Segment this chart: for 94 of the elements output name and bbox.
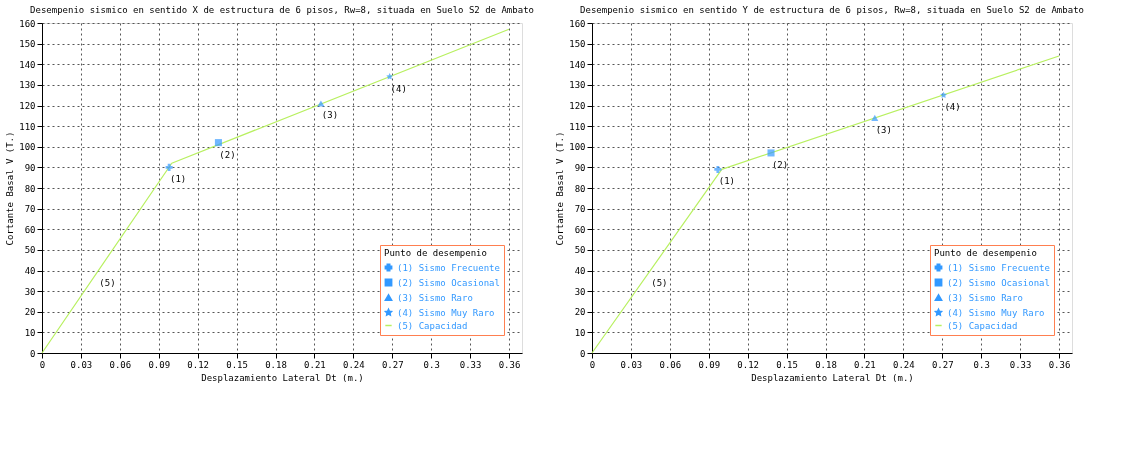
point <box>386 73 394 80</box>
x-tick-label: 0.3 <box>973 359 990 370</box>
y-tick-label: 40 <box>24 266 36 276</box>
x-tick-label: 0.27 <box>931 359 954 370</box>
x-tick-label: 0.18 <box>815 359 837 370</box>
y-tick-label: 10 <box>574 327 586 338</box>
x-tick-label: 0.09 <box>698 359 721 370</box>
x-axis-title: Desplazamiento Lateral Dt (m.) <box>751 372 914 383</box>
x-tick-label: 0.24 <box>343 359 365 370</box>
x-tick-label: 0.36 <box>1048 359 1071 370</box>
x-tick-label: 0.12 <box>187 359 210 370</box>
annotation: (2) <box>771 159 789 170</box>
y-tick-label: 150 <box>569 39 586 50</box>
legend-title: Punto de desempenio <box>384 248 487 258</box>
x-tick-label: 0.03 <box>70 359 93 370</box>
y-tick-label: 0 <box>30 348 36 359</box>
y-tick-label: 20 <box>574 307 586 318</box>
legend-label: (2) Sismo Ocasional <box>947 277 1050 288</box>
y-tick-label: 60 <box>24 224 36 235</box>
x-tick-label: 0.15 <box>776 359 798 370</box>
x-tick-label: 0.18 <box>265 359 287 370</box>
x-tick-label: 0.06 <box>659 359 682 370</box>
legend-label: (1) Sismo Frecuente <box>947 262 1050 273</box>
y-tick-label: 160 <box>19 18 36 29</box>
y-tick-label: 120 <box>569 101 586 111</box>
annotation: (4) <box>390 83 407 94</box>
x-tick-label: 0.03 <box>620 359 643 370</box>
y-tick-label: 30 <box>24 286 36 297</box>
x-axis-title: Desplazamiento Lateral Dt (m.) <box>201 372 364 383</box>
y-tick-label: 80 <box>574 183 586 194</box>
legend-label: (2) Sismo Ocasional <box>397 277 500 288</box>
legend-label: (1) Sismo Frecuente <box>397 262 500 273</box>
x-tick-label: 0.21 <box>304 359 326 370</box>
y-tick-label: 20 <box>24 307 36 318</box>
y-tick-label: 110 <box>569 121 586 132</box>
y-tick-label: 10 <box>24 327 36 338</box>
x-tick-label: 0.33 <box>1009 359 1032 370</box>
y-tick-label: 100 <box>569 142 586 153</box>
x-tick-label: 0.27 <box>381 359 404 370</box>
annotation: (2) <box>219 149 236 160</box>
y-tick-label: 0 <box>580 348 586 359</box>
x-tick-label: 0 <box>39 359 46 370</box>
y-tick-label: 130 <box>19 80 36 91</box>
x-tick-label: 0.33 <box>459 359 482 370</box>
point <box>871 114 879 121</box>
legend-label: (4) Sismo Muy Raro <box>397 307 495 318</box>
x-tick-label: 0.21 <box>854 359 876 370</box>
y-tick-label: 140 <box>19 59 36 70</box>
y-tick-label: 70 <box>574 204 586 215</box>
point <box>714 165 722 173</box>
y-tick-label: 120 <box>19 101 36 111</box>
legend-label: (4) Sismo Muy Raro <box>947 307 1045 318</box>
y-tick-label: 160 <box>569 18 586 29</box>
point <box>214 139 222 147</box>
y-tick-label: 80 <box>24 183 36 194</box>
y-tick-label: 100 <box>19 142 36 153</box>
x-tick-label: 0.36 <box>498 359 521 370</box>
y-axis-title: Cortante Basal V (T.) <box>5 131 16 246</box>
y-tick-label: 90 <box>24 162 36 173</box>
legend-label: (3) Sismo Raro <box>397 292 473 303</box>
x-tick-label: 0.09 <box>148 359 171 370</box>
annotation: (5) <box>651 277 668 288</box>
x-tick-label: 0.06 <box>109 359 132 370</box>
y-tick-label: 140 <box>569 59 586 70</box>
legend-title: Punto de desempenio <box>934 248 1037 258</box>
point <box>165 163 173 171</box>
x-tick-label: 0.24 <box>893 359 915 370</box>
y-tick-label: 40 <box>574 266 586 276</box>
annotation: (3) <box>321 110 339 121</box>
y-axis-title: Cortante Basal V (T.) <box>555 131 566 246</box>
x-tick-label: 0.15 <box>226 359 248 370</box>
y-tick-label: 50 <box>24 245 36 256</box>
legend-label: (5) Capacidad <box>947 320 1018 331</box>
annotation: (1) <box>718 176 735 187</box>
y-tick-label: 90 <box>574 162 586 173</box>
annotation: (4) <box>944 102 961 113</box>
annotation: (3) <box>875 124 892 135</box>
point <box>767 149 775 157</box>
y-tick-label: 130 <box>569 80 586 91</box>
chart-title: Desempenio sismico en sentido Y de estructura de 6 pisos, Rw=8, situada en Suelo S2 de Ambato <box>580 5 1084 15</box>
annotation: (1) <box>170 174 187 185</box>
chart-title: Desempenio sismico en sentido X de estructura de 6 pisos, Rw=8, situada en Suelo S2 de Ambato <box>30 5 534 15</box>
y-tick-label: 110 <box>19 121 36 132</box>
y-tick-label: 50 <box>574 245 586 256</box>
legend-label: (3) Sismo Raro <box>947 292 1023 303</box>
x-tick-label: 0.3 <box>423 359 440 370</box>
y-tick-label: 70 <box>24 204 36 215</box>
x-tick-label: 0.12 <box>737 359 760 370</box>
y-tick-label: 60 <box>574 224 586 235</box>
y-tick-label: 150 <box>19 39 36 50</box>
legend-label: (5) Capacidad <box>397 320 468 331</box>
x-tick-label: 0 <box>589 359 596 370</box>
annotation: (5) <box>99 277 116 288</box>
y-tick-label: 30 <box>574 286 586 297</box>
